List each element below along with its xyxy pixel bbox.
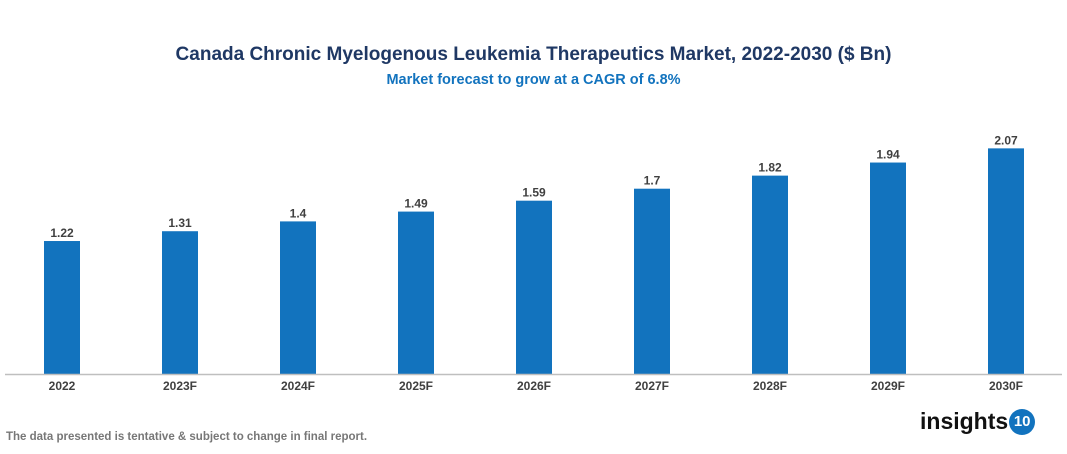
data-label: 2.07: [994, 133, 1018, 147]
bar: [280, 221, 316, 374]
x-tick-label: 2025F: [399, 379, 433, 393]
bar: [752, 175, 788, 374]
data-label: 1.31: [168, 216, 192, 230]
bar: [634, 188, 670, 374]
bar: [44, 241, 80, 374]
insights10-logo: insights 10: [920, 408, 1036, 435]
data-label: 1.82: [758, 161, 782, 175]
data-label: 1.59: [522, 186, 546, 200]
x-tick-label: 2026F: [517, 379, 551, 393]
bar: [398, 211, 434, 374]
bar: [516, 200, 552, 374]
chart-title: Canada Chronic Myelogenous Leukemia Ther…: [175, 44, 892, 65]
x-tick-label: 2028F: [753, 379, 787, 393]
bar: [162, 231, 198, 374]
chart-subtitle: Market forecast to grow at a CAGR of 6.8…: [386, 72, 681, 88]
data-label: 1.7: [644, 174, 661, 188]
data-label: 1.94: [876, 148, 900, 162]
x-tick-label: 2027F: [635, 379, 669, 393]
x-tick-label: 2029F: [871, 379, 905, 393]
logo-badge: 10: [1009, 408, 1036, 435]
x-tick-label: 2024F: [281, 379, 315, 393]
x-tick-label: 2022: [49, 379, 76, 393]
data-label: 1.22: [50, 226, 74, 240]
x-tick-label: 2023F: [163, 379, 197, 393]
bar: [988, 148, 1024, 374]
data-label: 1.4: [290, 206, 307, 220]
logo-text: insights: [920, 408, 1009, 434]
footer-note: The data presented is tentative & subjec…: [6, 431, 368, 443]
data-label: 1.49: [404, 197, 428, 211]
bar: [870, 162, 906, 374]
x-tick-label: 2030F: [989, 379, 1023, 393]
